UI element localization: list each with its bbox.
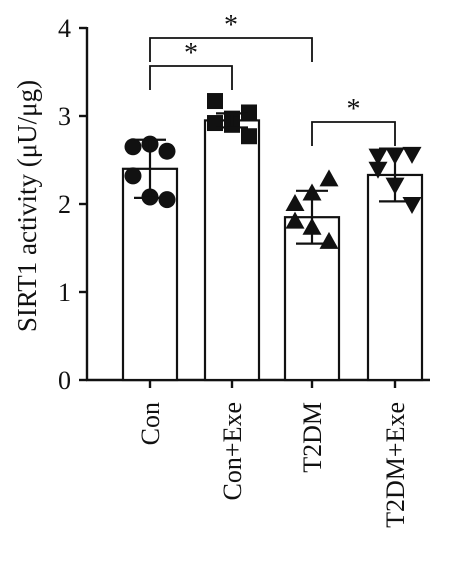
- significance-star: *: [347, 94, 361, 125]
- x-tick-label: T2DM+Exe: [381, 402, 410, 528]
- significance-bracket: [311, 121, 396, 146]
- data-point: [402, 146, 422, 164]
- data-point: [241, 104, 257, 121]
- significance-star: *: [224, 10, 238, 41]
- significance-bracket: [149, 65, 233, 90]
- y-tick-label: 2: [58, 190, 71, 219]
- data-point: [158, 142, 176, 160]
- data-point: [285, 194, 305, 211]
- data-point: [319, 169, 339, 187]
- y-tick-label: 1: [58, 278, 71, 307]
- x-tick-label: Con+Exe: [218, 402, 247, 500]
- y-tick-label: 3: [58, 102, 71, 131]
- data-point: [241, 128, 257, 145]
- data-point: [124, 167, 142, 185]
- bar-con-exe: [203, 119, 261, 382]
- x-tick-label: T2DM: [298, 402, 327, 473]
- y-axis-title: SIRT1 activity (μU/μg): [12, 80, 42, 332]
- error-bars: [134, 112, 411, 245]
- y-tick-label: 0: [58, 366, 71, 395]
- significance-star: *: [184, 38, 198, 69]
- data-point: [158, 191, 176, 209]
- significance-brackets: * * *: [149, 10, 396, 146]
- data-point: [207, 115, 223, 132]
- data-point: [124, 138, 142, 156]
- data-point: [368, 161, 388, 179]
- data-point: [368, 148, 388, 166]
- data-point: [285, 211, 305, 229]
- axes: 0 1 2 3 4 Con Con+Exe T2DM T2DM+Exe: [58, 14, 430, 528]
- x-tick-label: Con: [136, 402, 165, 445]
- significance-bracket: [149, 37, 313, 62]
- y-tick-label: 4: [58, 14, 71, 43]
- data-point: [207, 93, 223, 110]
